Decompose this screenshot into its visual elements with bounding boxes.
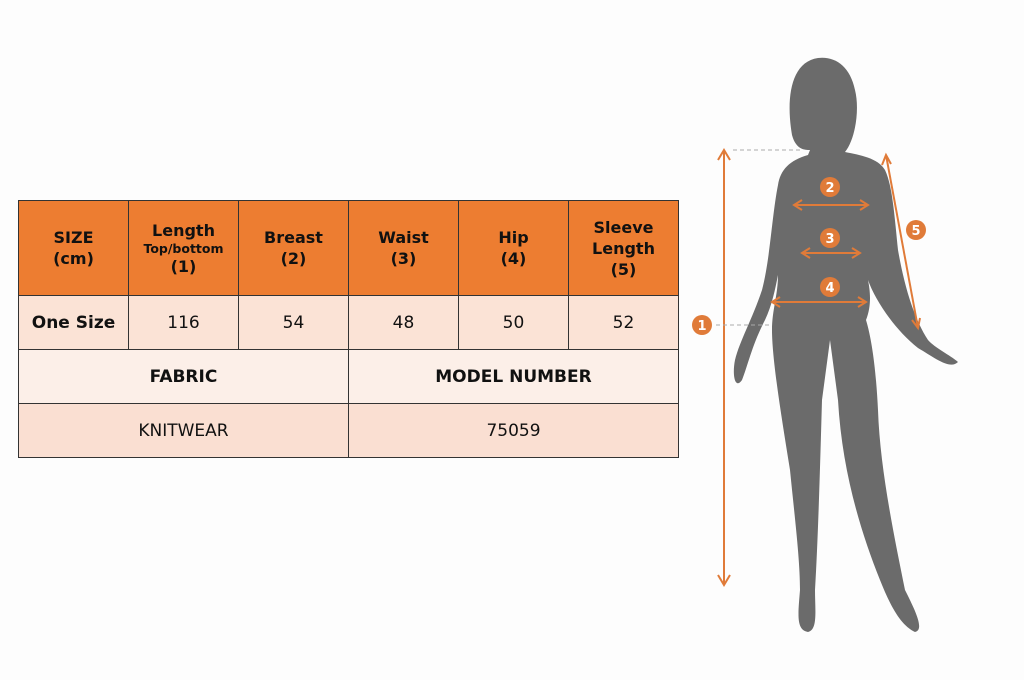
- cell-sleeve: 52: [568, 295, 679, 350]
- fabric-value: KNITWEAR: [18, 403, 349, 458]
- size-chart-table: SIZE (cm) Length Top/bottom (1) Breast (2) W…: [18, 200, 679, 458]
- marker-1-label: 1: [697, 319, 706, 334]
- header-size: SIZE (cm): [18, 200, 129, 296]
- header-text: Waist: [378, 228, 429, 247]
- cell-length: 116: [128, 295, 239, 350]
- marker-3-label: 3: [825, 232, 834, 247]
- header-number: (3): [390, 249, 417, 268]
- header-number: (2): [280, 249, 307, 268]
- header-text: Length: [152, 220, 215, 240]
- cell-size: One Size: [18, 295, 129, 350]
- marker-2-label: 2: [825, 181, 834, 196]
- header-sleeve: Sleeve Length (5): [568, 200, 679, 296]
- marker-2: [820, 177, 840, 197]
- size-row: One Size 116 54 48 50 52: [18, 295, 679, 350]
- header-waist: Waist (3): [348, 200, 459, 296]
- info-header-row: FABRIC MODEL NUMBER: [18, 349, 679, 404]
- header-breast: Breast (2): [238, 200, 349, 296]
- info-value-row: KNITWEAR 75059: [18, 403, 679, 458]
- marker-5-label: 5: [911, 224, 920, 239]
- header-text: Breast: [264, 228, 323, 247]
- header-unit: (cm): [53, 249, 94, 268]
- header-number: (4): [500, 249, 527, 268]
- measurement-markers: 1 2 3 4 5: [692, 177, 926, 335]
- cell-breast: 54: [238, 295, 349, 350]
- cell-hip: 50: [458, 295, 569, 350]
- cell-waist: 48: [348, 295, 459, 350]
- marker-5: [906, 220, 926, 240]
- header-number: (1): [170, 256, 197, 276]
- fabric-label: FABRIC: [18, 349, 349, 404]
- header-subtext: Top/bottom: [143, 240, 224, 256]
- header-length: Length Top/bottom (1): [128, 200, 239, 296]
- measurement-arrows: [716, 148, 921, 587]
- model-number-label: MODEL NUMBER: [348, 349, 679, 404]
- header-hip: Hip (4): [458, 200, 569, 296]
- marker-4: [820, 277, 840, 297]
- header-row: SIZE (cm) Length Top/bottom (1) Breast (2) W…: [18, 200, 679, 296]
- marker-1: [692, 315, 712, 335]
- marker-4-label: 4: [825, 281, 834, 296]
- header-number: (5): [610, 259, 637, 279]
- header-text: SIZE: [53, 228, 94, 247]
- header-text: Hip: [498, 228, 529, 247]
- marker-3: [820, 228, 840, 248]
- woman-silhouette: [733, 57, 958, 632]
- header-text: Sleeve Length: [592, 217, 655, 258]
- model-number-value: 75059: [348, 403, 679, 458]
